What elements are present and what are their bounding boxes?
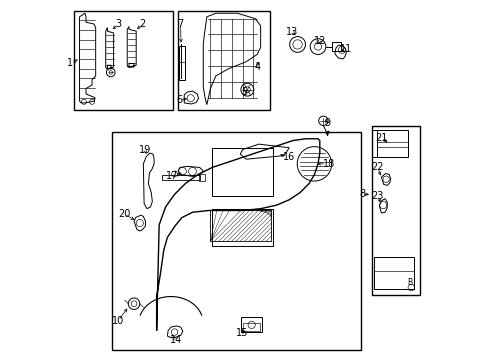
Bar <box>376 130 407 157</box>
Bar <box>373 257 413 289</box>
Text: 6: 6 <box>176 95 183 105</box>
Text: 21: 21 <box>374 133 387 143</box>
Bar <box>112 132 360 350</box>
Text: 14: 14 <box>169 334 182 345</box>
Text: 2: 2 <box>139 19 145 29</box>
Text: 4: 4 <box>254 62 260 72</box>
Bar <box>212 209 273 246</box>
Text: 16: 16 <box>283 152 295 162</box>
Text: 11: 11 <box>339 45 351 54</box>
Text: 7: 7 <box>177 19 183 29</box>
Text: 19: 19 <box>139 144 151 154</box>
Bar <box>241 318 262 332</box>
Text: 15: 15 <box>235 328 248 338</box>
Bar <box>243 323 260 330</box>
Text: 23: 23 <box>371 191 383 201</box>
Bar <box>74 12 172 110</box>
Text: 1: 1 <box>67 58 73 68</box>
Text: 20: 20 <box>118 209 130 219</box>
Bar <box>162 175 199 180</box>
Text: 8: 8 <box>359 189 365 199</box>
Text: 22: 22 <box>371 162 384 172</box>
Bar <box>179 45 184 80</box>
Bar <box>198 174 204 181</box>
Polygon shape <box>325 131 328 136</box>
Bar <box>212 148 273 196</box>
Text: B: B <box>406 278 411 287</box>
Text: 18: 18 <box>322 159 334 169</box>
Text: 10: 10 <box>112 316 124 325</box>
Text: 3: 3 <box>115 19 121 29</box>
Text: 9: 9 <box>323 118 329 128</box>
Text: 12: 12 <box>313 36 325 45</box>
Bar <box>371 126 419 295</box>
Text: 5: 5 <box>241 87 246 98</box>
Bar <box>210 211 271 241</box>
Text: 13: 13 <box>285 27 297 36</box>
Bar <box>332 42 341 51</box>
Bar <box>178 12 269 110</box>
Text: 17: 17 <box>165 171 178 181</box>
